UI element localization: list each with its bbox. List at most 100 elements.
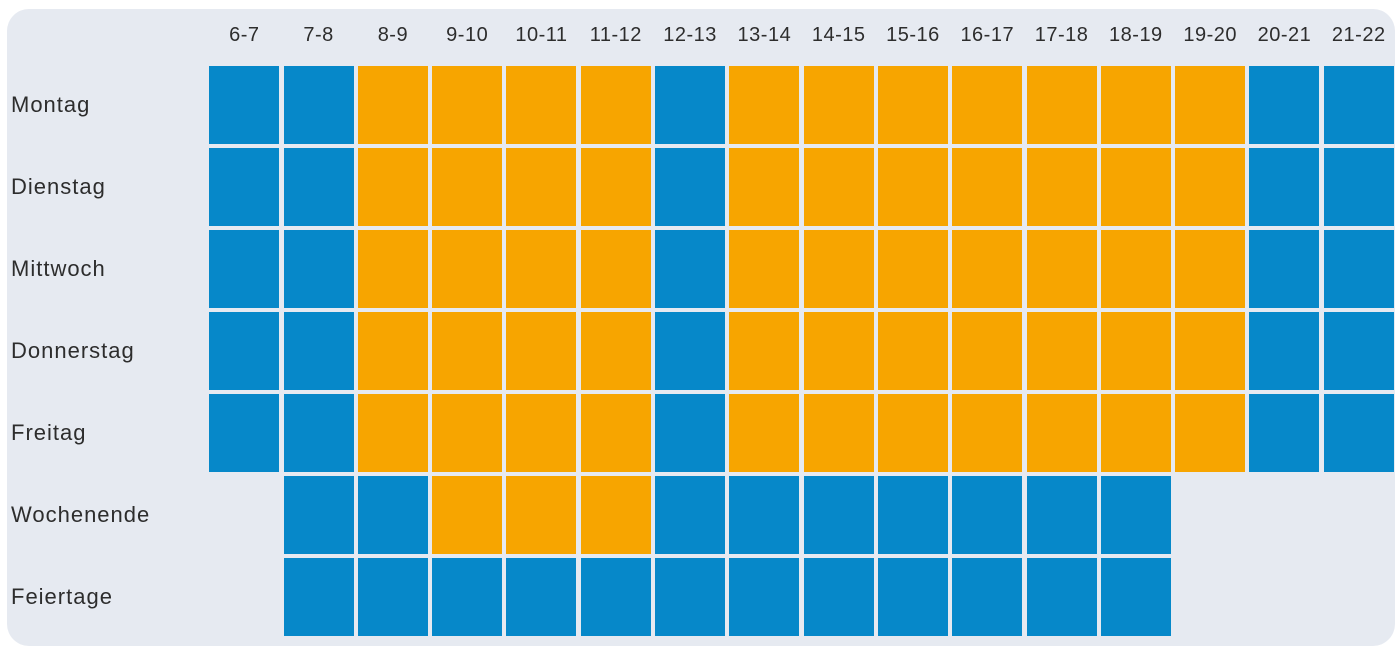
schedule-cell (877, 66, 948, 144)
schedule-cell (432, 66, 503, 144)
schedule-cell (952, 394, 1023, 472)
schedule-cell (1026, 230, 1097, 308)
schedule-cell (1100, 230, 1171, 308)
day-label: Mittwoch (11, 256, 106, 281)
schedule-cell (432, 148, 503, 226)
schedule-cell (729, 312, 800, 390)
day-label: Dienstag (11, 174, 106, 199)
schedule-cell (283, 230, 354, 308)
schedule-cell (1249, 230, 1320, 308)
schedule-cell (655, 230, 726, 308)
schedule-cell (506, 66, 577, 144)
time-header-label: 6-7 (229, 24, 260, 46)
schedule-cell (803, 148, 874, 226)
schedule-cell (506, 148, 577, 226)
schedule-cell (580, 66, 651, 144)
schedule-cell (655, 148, 726, 226)
time-header-label: 21-22 (1331, 24, 1386, 46)
schedule-cell (803, 394, 874, 472)
schedule-cell (729, 476, 800, 554)
schedule-cell (1323, 66, 1394, 144)
schedule-cell (580, 558, 651, 636)
schedule-cell (580, 476, 651, 554)
schedule-cell (357, 476, 428, 554)
schedule-cell (580, 312, 651, 390)
schedule-cell (506, 394, 577, 472)
schedule-cell (209, 394, 280, 472)
schedule-panel: 6-7 7-8 8-9 9-10 10-11 11-12 12-13 13-14 14-15 15… (7, 9, 1395, 646)
time-header-label: 14-15 (811, 24, 866, 46)
time-header-label: 8-9 (377, 24, 409, 46)
schedule-cell (877, 558, 948, 636)
schedule-cell (357, 66, 428, 144)
schedule-cell (877, 476, 948, 554)
schedule-cell (1026, 312, 1097, 390)
schedule-cell (209, 558, 279, 636)
schedule-cell (1026, 66, 1097, 144)
schedule-cell (1324, 558, 1394, 636)
time-header-label: 13-14 (737, 24, 792, 46)
time-header-label: 20-21 (1257, 24, 1312, 46)
day-label: Feiertage (11, 584, 113, 609)
schedule-cell (357, 230, 428, 308)
schedule-cell (283, 476, 354, 554)
schedule-cell (506, 312, 577, 390)
schedule-cell (506, 230, 577, 308)
schedule-cell (1175, 66, 1246, 144)
schedule-cell (1100, 558, 1171, 636)
day-label: Donnerstag (11, 338, 135, 363)
schedule-cell (1249, 558, 1319, 636)
schedule-cell (655, 394, 726, 472)
schedule-cell (803, 558, 874, 636)
schedule-cell (952, 312, 1023, 390)
day-label: Freitag (11, 420, 87, 445)
schedule-cell (1026, 558, 1097, 636)
schedule-cell (1100, 476, 1171, 554)
schedule-cell (1175, 312, 1246, 390)
time-header-label: 15-16 (886, 24, 940, 46)
schedule-cell (952, 476, 1023, 554)
time-header-label: 10-11 (515, 24, 568, 46)
schedule-cell (1249, 476, 1319, 554)
schedule-cell (432, 312, 503, 390)
schedule-cell (1175, 394, 1246, 472)
schedule-cell (877, 230, 948, 308)
schedule-cell (1249, 394, 1320, 472)
schedule-cell (1323, 230, 1394, 308)
schedule-cell (729, 558, 800, 636)
schedule-cell (1026, 394, 1097, 472)
schedule-cell (209, 66, 280, 144)
schedule-cell (357, 558, 428, 636)
schedule-cell (1249, 66, 1320, 144)
schedule-cell (283, 66, 354, 144)
schedule-cell (952, 148, 1023, 226)
schedule-cell (1249, 312, 1320, 390)
day-label: Wochenende (11, 502, 151, 527)
schedule-cell (655, 312, 726, 390)
time-header-label: 19-20 (1183, 24, 1237, 46)
schedule-cell (729, 148, 800, 226)
schedule-cell (1100, 66, 1171, 144)
schedule-cell (357, 312, 428, 390)
schedule-grid: 6-7 7-8 8-9 9-10 10-11 11-12 12-13 13-14 14-15 15… (7, 9, 1395, 636)
schedule-cell (803, 66, 874, 144)
schedule-cell (209, 476, 279, 554)
schedule-cell (432, 558, 503, 636)
schedule-cell (283, 558, 354, 636)
schedule-cell (1100, 312, 1171, 390)
schedule-cell (729, 230, 800, 308)
time-header-label: 16-17 (960, 24, 1015, 46)
schedule-cell (803, 476, 874, 554)
schedule-cell (1175, 148, 1246, 226)
time-header-label: 18-19 (1109, 24, 1163, 46)
schedule-cell (655, 476, 726, 554)
time-header-label: 7-8 (303, 24, 334, 46)
schedule-cell (506, 476, 577, 554)
schedule-cell (283, 312, 354, 390)
schedule-cell (432, 476, 503, 554)
time-header-label: 9-10 (446, 24, 489, 46)
schedule-cell (729, 394, 800, 472)
schedule-cell (803, 230, 874, 308)
schedule-cell (209, 312, 280, 390)
schedule-cell (1175, 476, 1245, 554)
